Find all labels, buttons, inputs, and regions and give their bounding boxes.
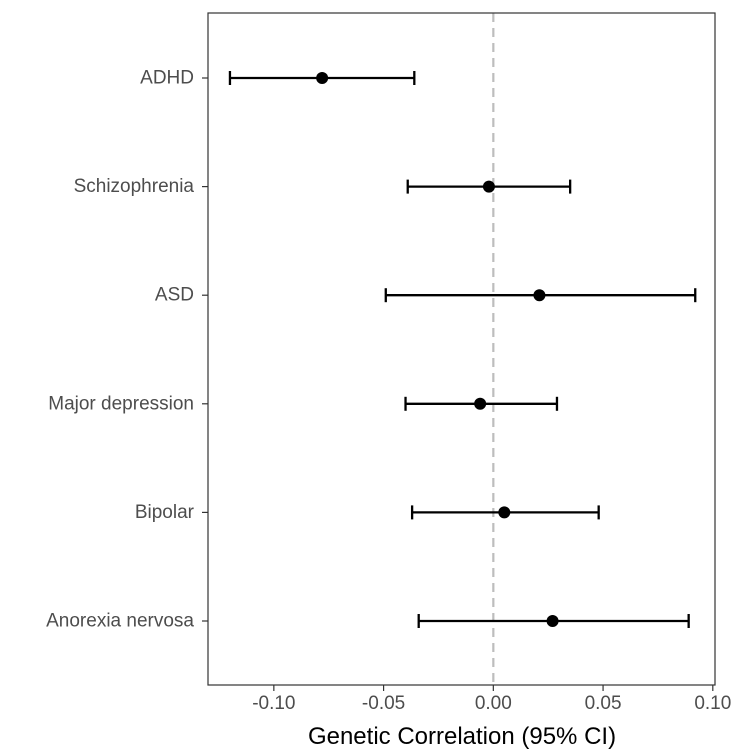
y-tick-label: Anorexia nervosa	[46, 611, 194, 632]
y-tick-label: Bipolar	[135, 502, 195, 523]
x-tick-label: -0.10	[252, 693, 295, 714]
point-estimate	[498, 506, 511, 519]
point-estimate	[482, 180, 495, 193]
x-axis-title: Genetic Correlation (95% CI)	[308, 723, 616, 750]
y-tick-label: ADHD	[140, 68, 194, 89]
x-tick-label: 0.10	[694, 693, 731, 714]
plot-panel-border	[207, 12, 716, 686]
point-estimate	[546, 615, 559, 627]
x-tick-label: 0.05	[585, 693, 622, 714]
y-tick-label: Major depression	[48, 393, 194, 414]
point-estimate	[533, 289, 546, 302]
x-tick-label: -0.05	[362, 693, 405, 714]
x-tick-label: 0.00	[475, 693, 512, 714]
y-tick-label: Schizophrenia	[74, 176, 195, 197]
point-estimate	[316, 72, 329, 84]
point-estimate	[474, 397, 487, 410]
y-tick-label: ASD	[155, 285, 194, 306]
plot-panel	[208, 13, 715, 685]
